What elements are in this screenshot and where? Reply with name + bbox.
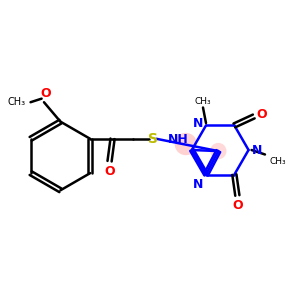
Text: O: O bbox=[40, 87, 51, 100]
Text: O: O bbox=[232, 199, 243, 212]
Text: O: O bbox=[104, 165, 115, 178]
Text: N: N bbox=[193, 117, 204, 130]
Text: N: N bbox=[251, 143, 262, 157]
Text: S: S bbox=[148, 132, 158, 146]
Ellipse shape bbox=[175, 133, 197, 155]
Text: N: N bbox=[193, 178, 204, 190]
Text: CH₃: CH₃ bbox=[8, 97, 26, 107]
Ellipse shape bbox=[210, 143, 226, 159]
Text: O: O bbox=[257, 109, 267, 122]
Text: CH₃: CH₃ bbox=[269, 158, 286, 166]
Text: CH₃: CH₃ bbox=[195, 97, 211, 106]
Text: NH: NH bbox=[168, 133, 189, 146]
